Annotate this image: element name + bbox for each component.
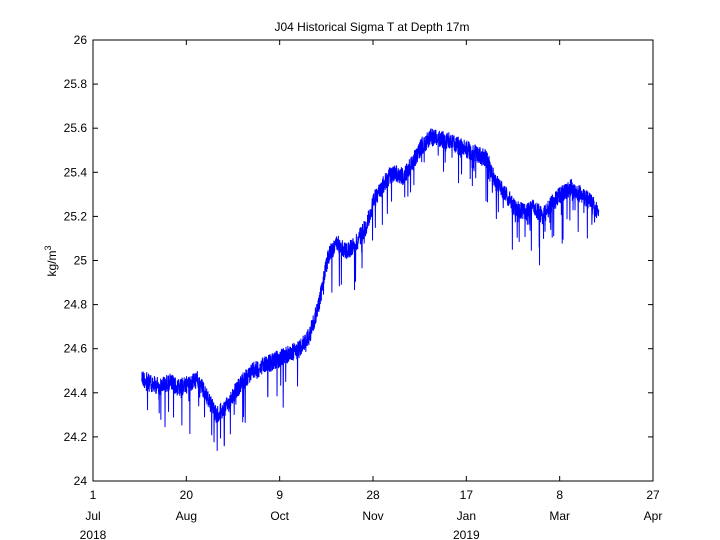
- x-tick-month-label: Aug: [176, 509, 197, 523]
- x-tick-year-label: 2019: [453, 528, 480, 540]
- y-tick-label: 25.6: [64, 121, 88, 135]
- chart-title: J04 Historical Sigma T at Depth 17m: [275, 20, 470, 34]
- series-layer: [141, 128, 600, 451]
- ticks-layer: 24 24.2 24.4 24.6 24.8 25 25.2 25.4 25.6 25.8 26 1 J…: [64, 33, 663, 540]
- y-tick-label: 24.2: [64, 430, 88, 444]
- x-tick-day-label: 1: [90, 488, 97, 502]
- y-axis-label: kg/m3: [43, 245, 59, 276]
- x-tick-day-label: 8: [556, 488, 563, 502]
- y-axis-label-base: kg/m: [45, 251, 59, 277]
- x-tick-month-label: Mar: [549, 509, 570, 523]
- series-line: [141, 128, 600, 451]
- y-tick-label: 25: [74, 254, 88, 268]
- y-tick-label: 25.2: [64, 209, 88, 223]
- x-tick-day-label: 20: [180, 488, 194, 502]
- x-tick-month-label: Jul: [85, 509, 100, 523]
- y-axis-label-superscript: 3: [43, 245, 53, 250]
- y-tick-label: 25.4: [64, 165, 88, 179]
- x-tick-month-label: Jan: [457, 509, 476, 523]
- x-tick-year-label: 2018: [80, 528, 107, 540]
- y-tick-label: 24: [74, 474, 88, 488]
- y-tick-label: 26: [74, 33, 88, 47]
- x-tick-day-label: 9: [276, 488, 283, 502]
- x-tick-day-label: 27: [646, 488, 660, 502]
- y-tick-label: 24.4: [64, 386, 88, 400]
- y-tick-label: 24.6: [64, 342, 88, 356]
- x-tick-day-label: 17: [460, 488, 474, 502]
- x-tick-day-label: 28: [366, 488, 380, 502]
- x-tick-month-label: Apr: [644, 509, 663, 523]
- plot-frame: [92, 39, 654, 482]
- x-tick-month-label: Oct: [270, 509, 289, 523]
- y-tick-label: 24.8: [64, 298, 88, 312]
- x-tick-month-label: Nov: [362, 509, 383, 523]
- y-tick-label: 25.8: [64, 77, 88, 91]
